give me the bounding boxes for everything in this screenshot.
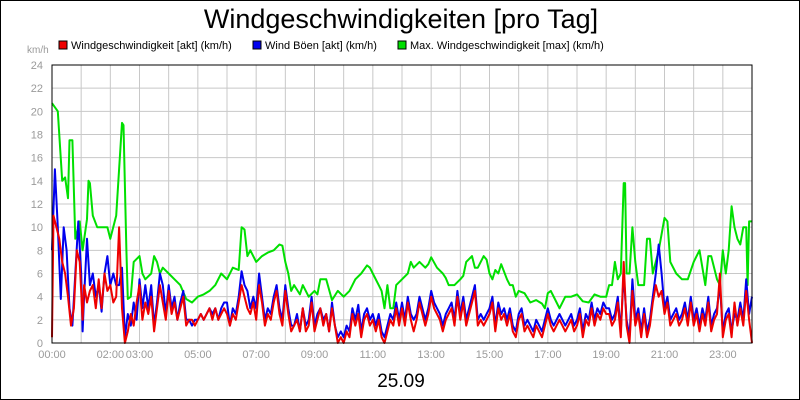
x-tick-label: 09:00 [301,349,329,361]
x-axis-ticks: 00:00 02:00 03:00 05:00 07:00 09:00 11:00 13:00… [38,349,736,361]
y-axis-unit: km/h [27,45,49,56]
series-line-0 [51,102,752,310]
y-tick-label: 14 [31,176,43,188]
series-line-2 [51,214,753,344]
x-tick-label: 23:00 [709,349,737,361]
x-tick-label: 11:00 [359,349,386,361]
y-tick-label: 12 [31,199,43,211]
x-tick-label: 13:00 [417,349,445,361]
y-tick-label: 24 [31,60,43,72]
x-tick-label: 03:00 [126,349,154,361]
y-tick-label: 16 [31,153,43,165]
x-tick-label: 21:00 [651,349,679,361]
legend: Windgeschwindigkeit [akt] (km/h) Wind Böe… [58,40,604,52]
legend-label: Windgeschwindigkeit [akt] (km/h) [71,40,232,52]
y-tick-label: 18 [31,130,43,142]
series-group [51,102,753,344]
x-tick-label: 05:00 [184,349,212,361]
x-axis-label: 25.09 [377,371,425,392]
y-tick-label: 8 [37,245,43,257]
legend-label: Wind Böen [akt] (km/h) [265,40,377,52]
x-tick-label: 02:00 [97,349,125,361]
y-tick-label: 22 [31,83,43,95]
legend-swatch [252,40,262,50]
x-tick-label: 00:00 [38,349,66,361]
x-tick-label: 07:00 [242,349,270,361]
y-tick-label: 0 [37,338,43,350]
x-tick-label: 15:00 [476,349,504,361]
y-tick-label: 4 [37,292,43,304]
y-tick-label: 10 [31,222,43,234]
plot-border [51,64,753,344]
chart-title: Windgeschwindigkeiten [pro Tag] [204,4,598,34]
legend-label: Max. Windgeschwindigkeit [max] (km/h) [410,40,604,52]
legend-swatch [397,40,407,50]
x-tick-label: 17:00 [534,349,562,361]
y-tick-label: 20 [31,106,43,118]
y-tick-label: 6 [37,269,43,281]
x-tick-label: 19:00 [592,349,620,361]
y-tick-label: 2 [37,315,43,327]
legend-swatch [58,40,68,50]
